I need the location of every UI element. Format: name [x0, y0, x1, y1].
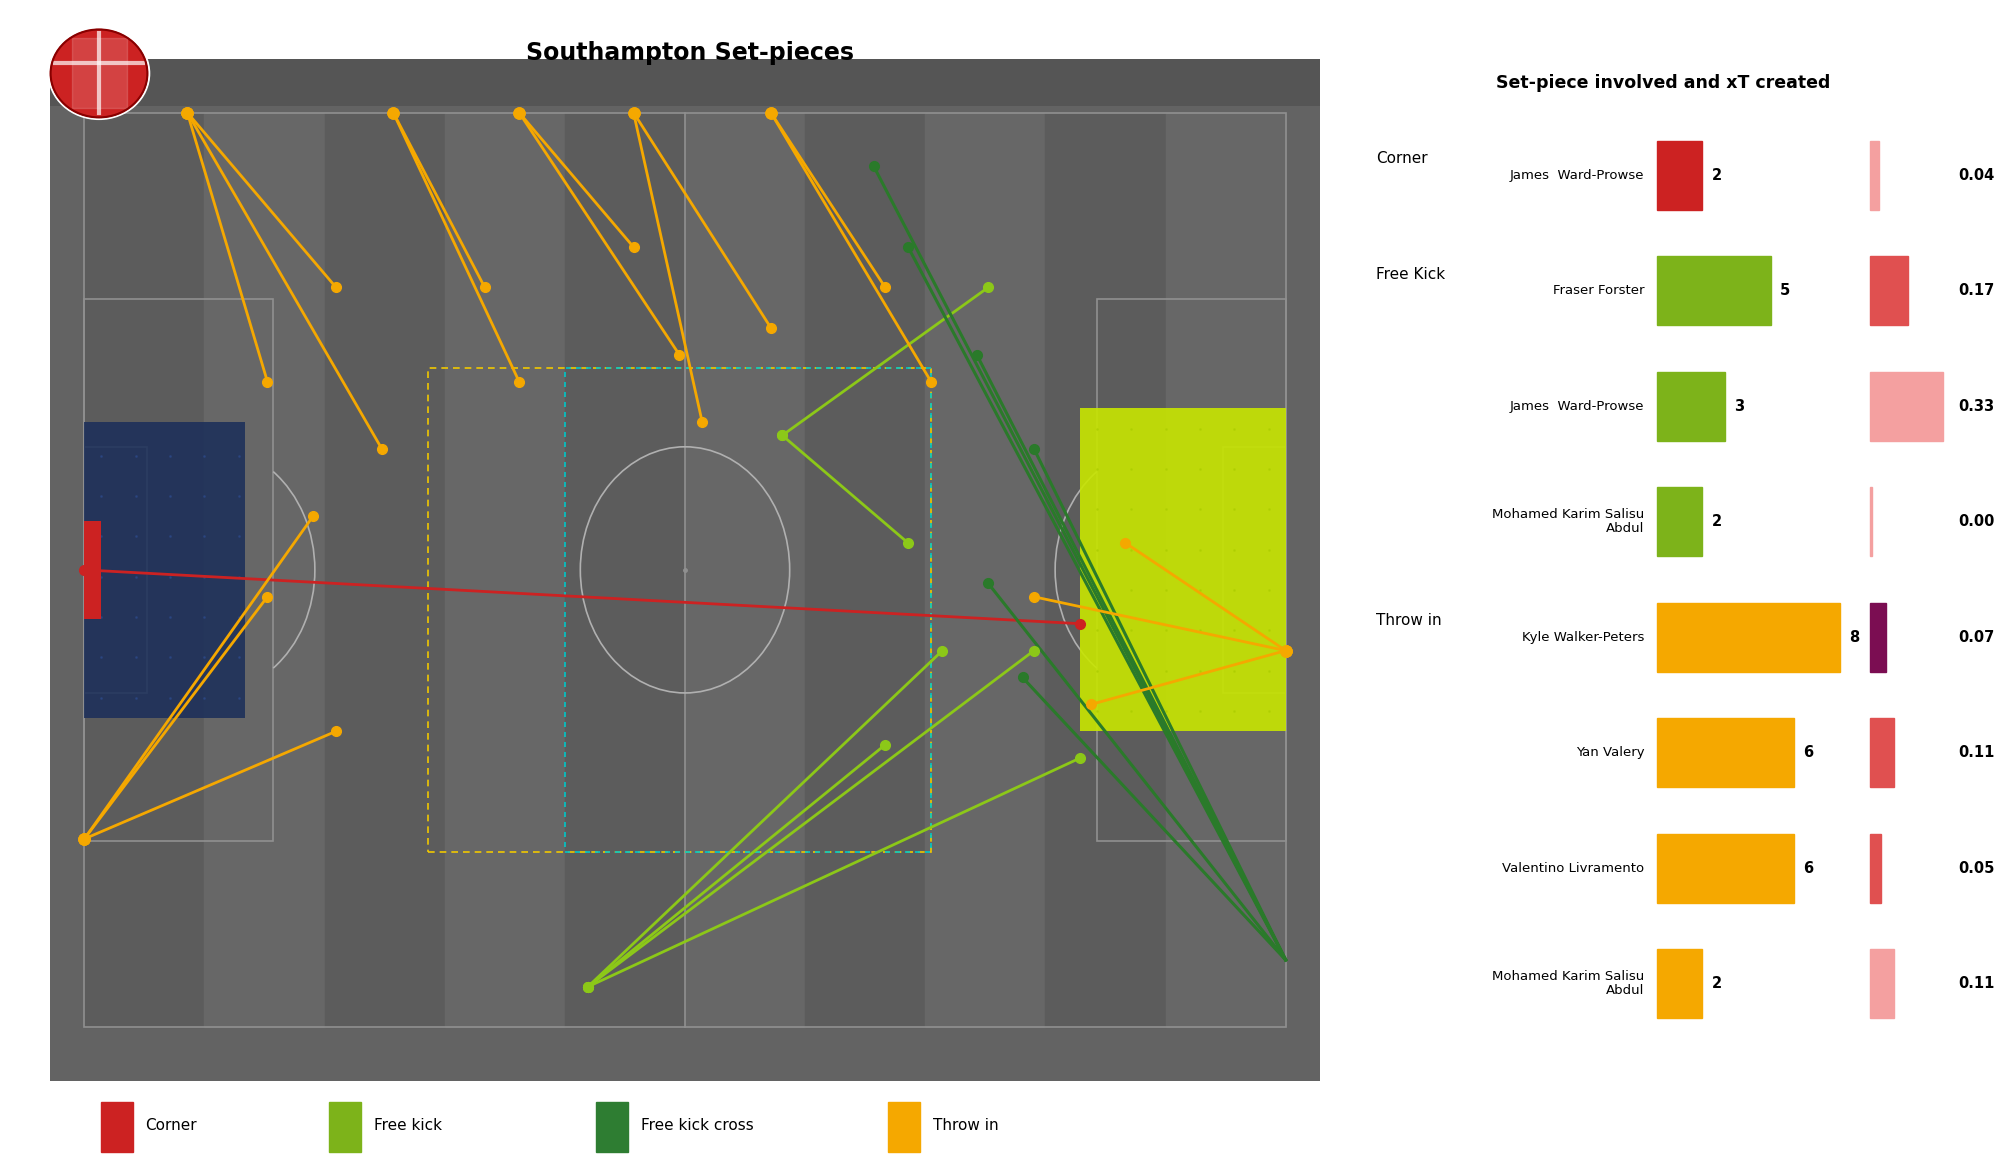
- Text: Throw in: Throw in: [932, 1117, 998, 1133]
- Bar: [444, 113, 564, 1027]
- Text: 0.05: 0.05: [1958, 860, 1996, 875]
- Bar: [1870, 256, 1908, 325]
- Bar: [1656, 603, 1840, 672]
- Text: James  Ward-Prowse: James Ward-Prowse: [1510, 400, 1644, 412]
- Bar: [50, 59, 1320, 106]
- Text: Southampton Set-pieces: Southampton Set-pieces: [526, 41, 854, 65]
- Bar: [330, 1102, 362, 1152]
- Bar: [1656, 718, 1794, 787]
- Text: 0.00: 0.00: [1958, 515, 1996, 529]
- Bar: [1870, 718, 1894, 787]
- Bar: [564, 113, 684, 1027]
- Text: Valentino Livramento: Valentino Livramento: [1502, 861, 1644, 874]
- Bar: [1870, 833, 1882, 902]
- Circle shape: [48, 27, 150, 120]
- Bar: [684, 113, 806, 1027]
- Bar: [1096, 298, 1286, 841]
- Text: Free kick cross: Free kick cross: [640, 1117, 754, 1133]
- Text: Corner: Corner: [1376, 152, 1428, 166]
- Text: 6: 6: [1804, 860, 1814, 875]
- Text: 0.11: 0.11: [1958, 745, 1996, 760]
- Bar: [1656, 949, 1702, 1019]
- Bar: [1080, 409, 1286, 731]
- Text: 6: 6: [1804, 745, 1814, 760]
- Text: 0.17: 0.17: [1958, 283, 1994, 298]
- Text: Yan Valery: Yan Valery: [1576, 746, 1644, 759]
- Bar: [1656, 141, 1702, 210]
- Bar: [1870, 141, 1880, 210]
- Bar: [806, 113, 926, 1027]
- Bar: [888, 1102, 920, 1152]
- Bar: [1166, 113, 1286, 1027]
- Bar: [596, 1102, 628, 1152]
- Bar: [1656, 371, 1726, 441]
- Text: 2: 2: [1712, 515, 1722, 529]
- Bar: [84, 446, 148, 693]
- Text: James  Ward-Prowse: James Ward-Prowse: [1510, 169, 1644, 182]
- Text: Set-piece involved and xT created: Set-piece involved and xT created: [1496, 74, 1830, 92]
- Text: Throw in: Throw in: [1376, 613, 1442, 627]
- Text: 8: 8: [1848, 630, 1860, 645]
- Bar: [1222, 446, 1286, 693]
- Bar: [100, 1102, 132, 1152]
- Text: Kyle Walker-Peters: Kyle Walker-Peters: [1522, 631, 1644, 644]
- Bar: [428, 368, 930, 852]
- Bar: [926, 113, 1046, 1027]
- Text: 0.33: 0.33: [1958, 398, 1994, 414]
- Bar: [84, 521, 102, 619]
- Bar: [204, 113, 324, 1027]
- Text: Fraser Forster: Fraser Forster: [1552, 284, 1644, 297]
- Text: 3: 3: [1734, 398, 1744, 414]
- Bar: [84, 113, 204, 1027]
- Text: Free kick: Free kick: [374, 1117, 442, 1133]
- Bar: [1870, 603, 1886, 672]
- Text: 2: 2: [1712, 168, 1722, 183]
- Bar: [1870, 371, 1942, 441]
- Text: 0.04: 0.04: [1958, 168, 1994, 183]
- Bar: [1656, 488, 1702, 557]
- Text: 5: 5: [1780, 283, 1790, 298]
- Bar: [84, 113, 1286, 1027]
- Text: 0.11: 0.11: [1958, 976, 1996, 992]
- Text: 2: 2: [1712, 976, 1722, 992]
- Text: Mohamed Karim Salisu
Abdul: Mohamed Karim Salisu Abdul: [1492, 509, 1644, 536]
- Bar: [1656, 256, 1772, 325]
- Text: Corner: Corner: [146, 1117, 196, 1133]
- Bar: [84, 422, 244, 718]
- Circle shape: [50, 29, 148, 118]
- Text: Free Kick: Free Kick: [1376, 267, 1446, 282]
- Text: 0.07: 0.07: [1958, 630, 1994, 645]
- Bar: [1656, 833, 1794, 902]
- Bar: [324, 113, 444, 1027]
- Text: Mohamed Karim Salisu
Abdul: Mohamed Karim Salisu Abdul: [1492, 971, 1644, 998]
- Bar: [1870, 949, 1894, 1019]
- Bar: [564, 368, 930, 852]
- Bar: [84, 298, 274, 841]
- Bar: [72, 39, 126, 108]
- Bar: [1046, 113, 1166, 1027]
